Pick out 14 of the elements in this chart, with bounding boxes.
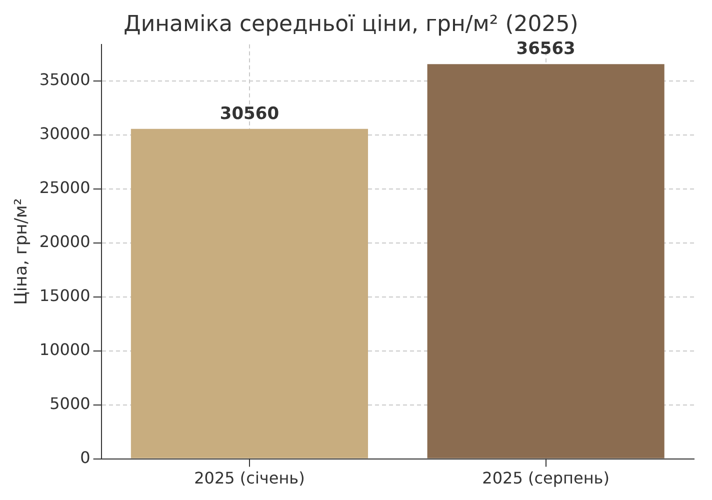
x-tick-label: 2025 (серпень) (482, 468, 610, 488)
data-label: 30560 (220, 104, 280, 124)
y-tick-label: 20000 (39, 232, 90, 252)
y-tick-label: 35000 (39, 70, 90, 90)
y-tick-label: 25000 (39, 178, 90, 198)
y-tick-label: 0 (80, 448, 90, 467)
x-tick-label: 2025 (січень) (194, 468, 305, 488)
y-axis-title: Ціна, грн/м² (12, 198, 32, 305)
data-label: 36563 (516, 39, 576, 60)
chart-title: Динаміка середньої ціни, грн/м² (2025) (124, 12, 578, 37)
y-tick-label: 15000 (39, 286, 90, 306)
y-tick-label: 30000 (39, 124, 90, 144)
y-tick-label: 5000 (50, 394, 90, 413)
y-tick-label: 10000 (39, 340, 90, 360)
